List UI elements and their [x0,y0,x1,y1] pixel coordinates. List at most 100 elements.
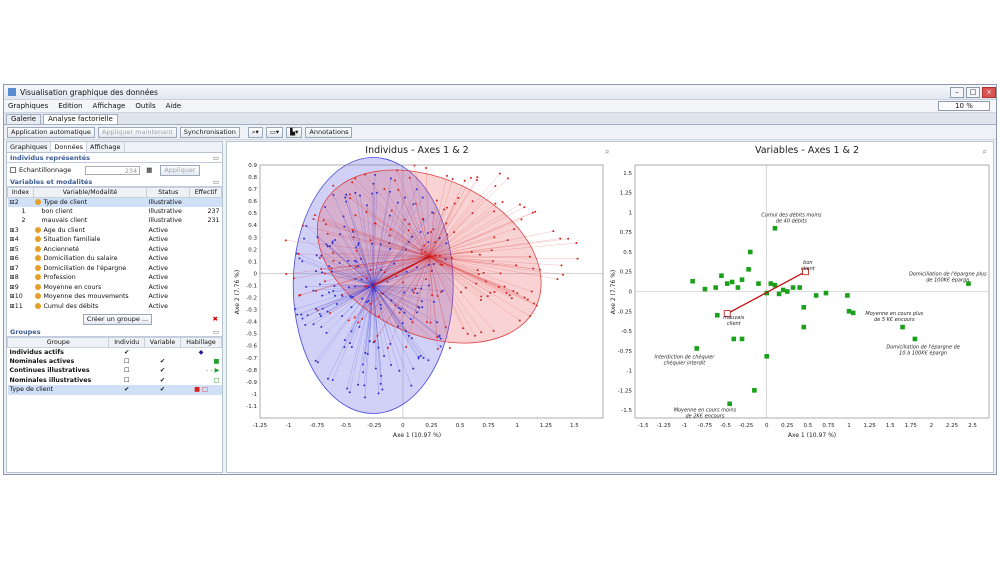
subtab-graphiques[interactable]: Graphiques [7,142,52,152]
window-title: Visualisation graphique des données [20,87,158,97]
mauvais-client-ray [357,285,374,385]
menu-edition[interactable]: Edition [58,102,83,110]
bon-client-point [494,184,497,187]
bon-client-ray [429,207,525,257]
menu-outils[interactable]: Outils [135,102,156,110]
col-individu[interactable]: Individu [108,337,145,348]
mauvais-client-point [316,236,319,239]
y-tick-label: 0.1 [248,259,257,265]
tab-analyse-factorielle[interactable]: Analyse factorielle [43,114,118,124]
col-variable[interactable]: Variable [143,337,182,348]
col-effectif[interactable]: Effectif [189,187,222,198]
col-index[interactable]: Index [7,187,34,198]
bon-client-ray [387,256,430,348]
table-row[interactable]: ⊟2 Type de client Illustrative [7,197,222,207]
zoom-field[interactable]: 10 % [938,101,990,111]
maximize-button[interactable]: □ [966,86,980,98]
auto-apply-button[interactable]: Application automatique [7,127,95,138]
y-tick-label: 0.5 [623,250,632,256]
bon-client-ray [429,256,520,321]
bon-client-point [390,209,393,212]
table-row[interactable]: Nominales illustratives ☐ ✔ □ [9,376,220,384]
annotations-button[interactable]: Annotations [305,127,353,138]
mauvais-client-point [350,346,353,349]
table-row[interactable]: ⊞7 Domiciliation de l'épargne Active [9,264,168,272]
bon-client-ray [429,256,578,259]
table-row[interactable]: ⊞4 Situation familiale Active [9,236,168,244]
col-groupe[interactable]: Groupe [6,337,110,348]
sampling-apply-button[interactable]: Appliquer [160,164,200,176]
bon-client-ray [429,256,494,331]
bon-client-point [491,260,494,263]
mauvais-client-ray [362,285,374,365]
bon-client-point [323,272,326,275]
x-tick-label: 0.75 [822,423,835,429]
bon-client-ray [429,256,512,299]
mauvais-client-ray [303,238,374,286]
bon-client-point [351,228,354,231]
tab-galerie[interactable]: Galerie [6,114,42,124]
bon-client-point [355,249,358,252]
sampling-count-input[interactable]: 234 [85,165,141,175]
col-status[interactable]: Status [146,187,191,198]
mauvais-client-ray [316,255,374,286]
apply-now-button[interactable]: Appliquer maintenant [97,127,177,138]
mauvais-client-point [366,352,369,355]
table-row[interactable]: Type de client ✔ ✔ ■ □ [7,385,222,395]
table-row[interactable]: ⊞5 Ancienneté Active [9,245,168,253]
table-row[interactable]: 2 mauvais client Illustrative 231 [21,217,220,225]
table-row[interactable]: ⊞9 Moyenne en cours Active [9,283,168,291]
close-button[interactable]: × [982,86,996,98]
subtab-donnees[interactable]: Données [51,142,87,152]
table-row[interactable]: Continues illustratives ☐ ✔ - - ▶ [9,367,220,375]
table-row[interactable]: ⊞8 Profession Active [9,274,168,282]
mauvais-client-ray [373,285,385,356]
mauvais-client-point [380,374,383,377]
mauvais-client-ray [373,285,423,308]
table-row[interactable]: 1 bon client Illustrative 237 [21,207,220,215]
mauvais-client-ray [373,285,412,386]
bon-client-ray [429,256,510,296]
bon-client-point [474,334,477,337]
menu-affichage[interactable]: Affichage [92,102,126,110]
bon-client-ray [429,256,540,270]
y-tick-label: -0.6 [246,344,257,350]
menu-aide[interactable]: Aide [165,102,182,110]
sampling-checkbox[interactable] [10,167,16,173]
mauvais-client-ray [336,285,374,305]
x-tick-label: -1 [286,423,291,429]
mauvais-client-ray [373,285,374,343]
bon-client-ray [429,254,480,257]
table-row[interactable]: Individus actifs ✔ ◆ [9,348,204,356]
col-habillage[interactable]: Habillage [180,337,222,348]
mauvais-client-ray [362,285,374,373]
bon-client-point [405,346,408,349]
delete-icon[interactable]: ✖ [212,315,218,323]
bon-client-ray [404,219,430,257]
dice-icon[interactable]: ▦ [146,166,153,174]
annotation-line: 10 à 100K€ épargn [899,349,947,356]
annotation-line: client [727,321,742,327]
comment-tool-icon[interactable]: ▭▾ [265,127,284,138]
create-group-button[interactable]: Créer un groupe ... [82,313,153,325]
zoom-tool-icon[interactable]: ⌕▾ [247,127,263,138]
col-variable[interactable]: Variable/Modalité [32,187,148,198]
table-row[interactable]: Nominales actives ☐ ✔ ■ [9,357,220,365]
bon-client-ray [429,256,464,329]
table-row[interactable]: ⊞10 Moyenne des mouvements Active [9,293,168,301]
subtab-affichage[interactable]: Affichage [87,142,125,152]
bon-client-point [402,281,405,284]
chart-tool-icon[interactable]: ▙▾ [286,127,303,138]
bon-client-point [556,278,559,281]
mauvais-client-point [348,391,351,394]
mauvais-client-point [321,294,324,297]
menu-graphiques[interactable]: Graphiques [8,102,49,110]
minimize-button[interactable]: – [950,86,964,98]
table-row[interactable]: ⊞6 Domiciliation du salaire Active [9,255,168,263]
mauvais-client-ray [344,285,374,341]
bon-client-ray [352,229,430,257]
table-row[interactable]: ⊞11 Cumul des débits Active [9,302,168,310]
table-row[interactable]: ⊞3 Age du client Active [9,226,168,234]
sync-button[interactable]: Synchronisation [179,127,240,138]
bon-client-ray [429,219,522,257]
